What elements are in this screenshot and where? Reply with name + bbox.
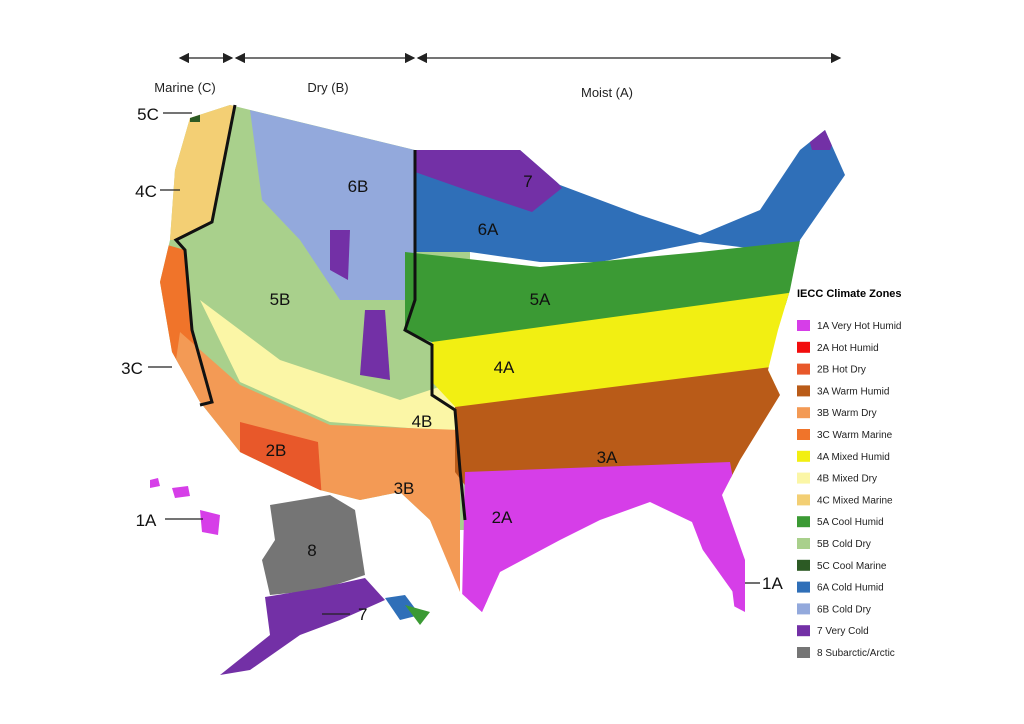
zone-region [385, 595, 420, 620]
legend-swatch [797, 581, 810, 593]
legend-label: 4C Mixed Marine [817, 495, 893, 506]
map-label: 8 [307, 541, 316, 560]
legend-swatch [797, 538, 810, 549]
legend-label: 6A Cold Humid [817, 583, 884, 594]
legend-label: 3C Warm Marine [817, 430, 893, 441]
legend-swatch [797, 516, 810, 528]
zone-region [200, 300, 460, 432]
zone-region [405, 605, 430, 625]
map-label: 2A [492, 508, 513, 527]
map-label: 3B [394, 479, 415, 498]
map-label: 5C [137, 105, 159, 124]
legend-label: 7 Very Cold [817, 626, 869, 637]
legend-swatch [797, 472, 810, 484]
legend: 1A Very Hot Humid 2A Hot Humid 2B Hot Dry 3… [797, 320, 901, 659]
legend-label: 4B Mixed Dry [817, 474, 877, 485]
legend-swatch [797, 494, 810, 506]
zone-region [250, 110, 415, 300]
map-label: 6A [478, 220, 499, 239]
hawaii [150, 478, 220, 535]
alaska [220, 495, 430, 675]
legend-label: 6B Cold Dry [817, 604, 871, 615]
legend-swatch [797, 429, 810, 440]
legend-label: 2A Hot Humid [817, 343, 879, 354]
legend-label: 5C Cool Marine [817, 561, 887, 572]
legend-title: IECC Climate Zones [797, 288, 902, 300]
map-label: 4C [135, 182, 157, 201]
regime-label: Moist (A) [581, 85, 633, 100]
map-label: 4B [412, 412, 433, 431]
map-label: 2B [266, 441, 287, 460]
legend-swatch [797, 603, 810, 615]
zone-region [262, 495, 365, 595]
zone-region [200, 510, 220, 535]
legend-label: 5B Cold Dry [817, 539, 871, 550]
zone-region [462, 462, 760, 612]
map-label: 1A [136, 511, 157, 530]
zone-region [220, 578, 385, 675]
zone-region [240, 422, 322, 500]
legend-swatch [797, 407, 810, 419]
zone-region [415, 140, 562, 212]
legend-swatch [797, 320, 810, 331]
legend-swatch [797, 385, 810, 397]
leader-lines [148, 112, 760, 615]
regime-boundary [173, 104, 467, 521]
map-label: 1A [762, 574, 783, 593]
legend-label: 4A Mixed Humid [817, 452, 890, 463]
legend-swatch [797, 647, 810, 658]
legend-swatch [797, 625, 810, 637]
legend-label: 2B Hot Dry [817, 365, 866, 376]
zone-region [172, 486, 190, 498]
legend-label: 3A Warm Humid [817, 386, 889, 397]
zone-region [730, 565, 760, 612]
map-label: 3C [121, 359, 143, 378]
legend-swatch [797, 450, 810, 462]
map-label: 5A [530, 290, 551, 309]
legend-label: 1A Very Hot Humid [817, 321, 901, 332]
zone-region [330, 230, 350, 280]
map-label: 7 [358, 605, 367, 624]
zone-region [468, 598, 490, 612]
legend-swatch [797, 559, 810, 571]
regime-label: Dry (B) [307, 80, 348, 95]
zone-region [150, 478, 160, 488]
legend-swatch [797, 363, 810, 375]
regime-label: Marine (C) [154, 80, 215, 95]
zone-region [360, 310, 390, 380]
map-label: 7 [523, 172, 532, 191]
legend-label: 5A Cool Humid [817, 517, 884, 528]
legend-swatch [797, 341, 810, 353]
legend-label: 3B Warm Dry [817, 408, 877, 419]
map-label: 4A [494, 358, 515, 377]
map-label: 6B [348, 177, 369, 196]
map-label: 3A [597, 448, 618, 467]
legend-label: 8 Subarctic/Arctic [817, 648, 895, 659]
map-label: 5B [270, 290, 291, 309]
